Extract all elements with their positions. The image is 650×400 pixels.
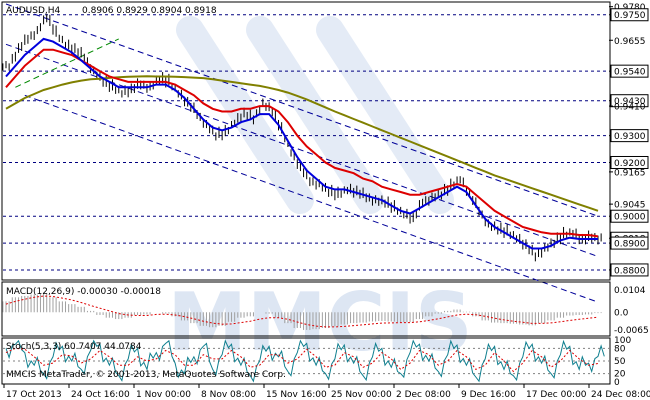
price-label: 0.9540 xyxy=(614,68,646,78)
stochastic-panel[interactable]: Stoch(5,3,3) 60.7407 44.0784 MMCIS MetaT… xyxy=(1,337,611,385)
time-label: 9 Dec 16:00 xyxy=(461,390,516,400)
price-label: 0.9750 xyxy=(614,11,646,21)
price-label: 0.9200 xyxy=(614,159,646,169)
price-level-box xyxy=(610,236,649,250)
stochastic-axis-label: 100 xyxy=(614,336,631,346)
stochastic-axis-label: 0 xyxy=(614,378,620,388)
moving-averages xyxy=(5,37,599,250)
price-label: 0.9780 xyxy=(614,3,646,13)
ma-mid-line xyxy=(5,48,599,238)
time-label: 8 Nov 08:00 xyxy=(201,390,256,400)
channel-line xyxy=(24,94,599,303)
price-panel-frame xyxy=(1,1,611,281)
stochastic-panel-frame xyxy=(1,337,611,385)
price-label: 0.8800 xyxy=(614,266,646,276)
stochastic-series xyxy=(3,339,609,383)
macd-axis-label: 0.0104 xyxy=(614,286,646,296)
price-label: 0.9000 xyxy=(614,213,646,223)
watermark-stroke xyxy=(176,16,314,214)
channel-line xyxy=(5,3,599,217)
stochastic-main-line xyxy=(5,339,605,383)
price-label: 0.8900 xyxy=(614,240,646,250)
macd-axis-label: -0.0065 xyxy=(614,326,649,336)
macd-panel-frame xyxy=(1,281,611,337)
time-label: 17 Oct 2013 xyxy=(6,390,62,400)
price-level-box xyxy=(610,155,649,169)
time-label: 24 Oct 16:00 xyxy=(71,390,130,400)
macd-axis-label: 0.0 xyxy=(614,308,629,318)
watermark-stroke xyxy=(316,16,454,214)
ohlc-readout: 0.8906 0.8929 0.8904 0.8918 xyxy=(82,6,217,16)
stochastic-signal-line xyxy=(5,347,599,373)
time-label: 24 Dec 08:00 xyxy=(591,390,650,400)
macd-series xyxy=(2,293,602,330)
copyright-label: MMCIS MetaTrader, © 2001-2013, MetaQuote… xyxy=(6,370,286,380)
time-label: 25 Nov 00:00 xyxy=(331,390,392,400)
time-axis[interactable]: 17 Oct 2013 24 Oct 16:00 1 Nov 00:00 8 Nov … xyxy=(3,384,650,400)
price-level-box xyxy=(610,94,649,108)
support-line xyxy=(15,38,119,88)
macd-panel[interactable]: MACD(12,26,9) -0.00030 -0.00018 xyxy=(1,281,611,337)
price-label: 0.9300 xyxy=(614,132,646,142)
symbol-label: AUDUSD,H4 xyxy=(6,6,61,16)
price-panel[interactable]: AUDUSD,H4 0.8906 0.8929 0.8904 0.8918 xyxy=(1,1,611,303)
ma-fast-line xyxy=(5,37,598,250)
time-label: 1 Nov 00:00 xyxy=(136,390,191,400)
price-label: 0.9655 xyxy=(614,37,646,47)
price-level-box xyxy=(610,64,649,78)
macd-signal-line xyxy=(5,295,599,328)
stochastic-axis-label: 80 xyxy=(614,344,626,354)
time-label: 15 Nov 16:00 xyxy=(266,390,327,400)
stochastic-axis-label: 50 xyxy=(614,357,626,367)
macd-label: MACD(12,26,9) -0.00030 -0.00018 xyxy=(6,287,161,297)
price-level-box xyxy=(610,209,649,223)
stochastic-label: Stoch(5,3,3) 60.7407 44.0784 xyxy=(6,342,142,352)
price-label: 0.9045 xyxy=(614,201,646,211)
price-level-box xyxy=(610,263,649,277)
price-label: 0.9165 xyxy=(614,168,646,178)
price-label: 0.9430 xyxy=(614,97,646,107)
mmcis-watermark: MMCIS xyxy=(167,16,473,369)
time-label: 2 Dec 08:00 xyxy=(396,390,451,400)
macd-axis: 0.0104 0.0 -0.0065 xyxy=(614,286,649,336)
stochastic-axis-label: 20 xyxy=(614,370,626,380)
time-label: 17 Dec 00:00 xyxy=(526,390,587,400)
price-level-box xyxy=(610,8,649,22)
price-label: 0.9410 xyxy=(614,103,646,113)
price-level-box xyxy=(610,129,649,143)
